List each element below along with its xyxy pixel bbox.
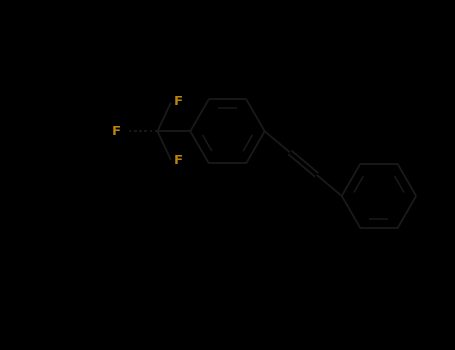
Text: F: F	[174, 95, 183, 108]
Text: F: F	[111, 125, 121, 138]
Text: F: F	[174, 154, 183, 167]
